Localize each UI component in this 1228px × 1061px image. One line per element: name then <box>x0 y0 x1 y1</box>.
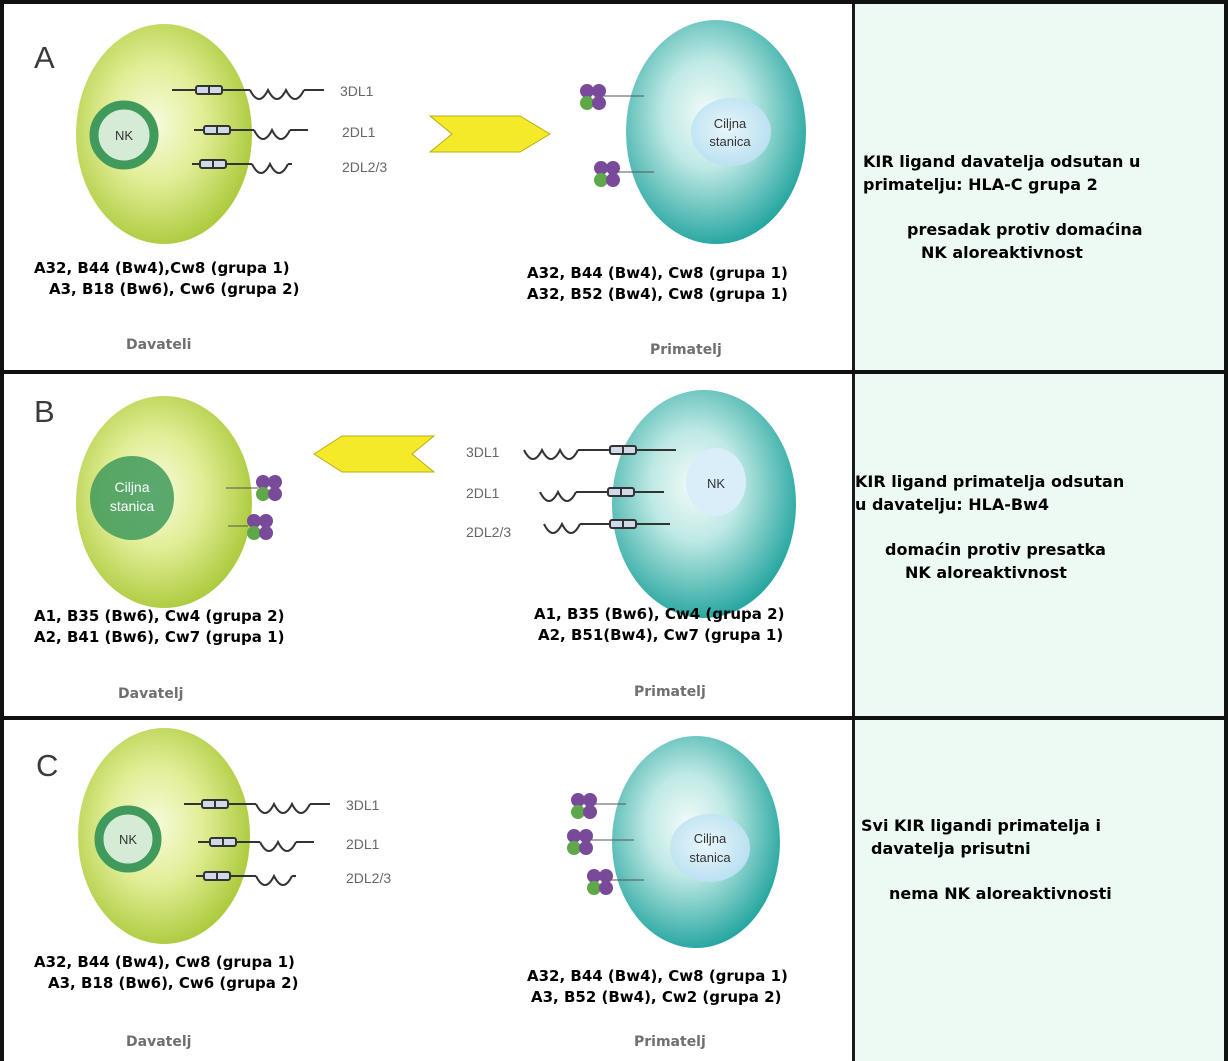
hla-line: A3, B52 (Bw4), Cw2 (grupa 2) <box>531 988 782 1006</box>
panel-a: A <box>0 4 1228 370</box>
desc-line: davatelja prisutni <box>871 839 1031 858</box>
panel-b: B Ciljna stanica <box>0 374 1228 716</box>
nk-nucleus-icon <box>94 805 162 873</box>
nk-nucleus-icon <box>89 100 159 170</box>
kir-label: 3DL1 <box>340 83 374 99</box>
desc-line: Svi KIR ligandi primatelja i <box>861 816 1101 835</box>
target-label: Ciljna <box>714 116 747 131</box>
arrow-right-icon <box>428 115 551 153</box>
desc-line: primatelju: HLA-C grupa 2 <box>863 175 1098 194</box>
hla-line: A3, B18 (Bw6), Cw6 (grupa 2) <box>48 974 299 992</box>
hla-line: A32, B52 (Bw4), Cw8 (grupa 1) <box>527 285 788 303</box>
recipient-role-label: Primatelj <box>634 1034 706 1050</box>
desc-line: KIR ligand davatelja odsutan u <box>863 152 1141 171</box>
hla-line: A2, B41 (Bw6), Cw7 (grupa 1) <box>34 628 285 646</box>
arrow-left-icon <box>313 435 436 473</box>
recipient-hla-typing: A1, B35 (Bw6), Cw4 (grupa 2) A2, B51(Bw4… <box>534 604 784 646</box>
recipient-hla-typing: A32, B44 (Bw4), Cw8 (grupa 1) A3, B52 (B… <box>527 966 788 1008</box>
hla-ligand-icon <box>580 84 644 110</box>
panel-a-description: KIR ligand davatelja odsutan u primatelj… <box>852 4 1227 370</box>
nk-cell-icon <box>78 728 250 944</box>
recipient-role-label: Primatelj <box>650 342 722 358</box>
donor-role-label: Davateli <box>126 337 192 353</box>
target-nucleus-icon <box>90 456 174 540</box>
desc-line: presadak protiv domaćina <box>907 220 1143 239</box>
border-right <box>1224 0 1228 1061</box>
hla-line: A32, B44 (Bw4), Cw8 (grupa 1) <box>527 967 788 985</box>
desc-line: u davatelju: HLA-Bw4 <box>855 495 1049 514</box>
donor-hla-typing: A32, B44 (Bw4), Cw8 (grupa 1) A3, B18 (B… <box>34 952 298 994</box>
nk-cell-icon <box>76 24 252 244</box>
donor-role-label: Davatelj <box>126 1034 192 1050</box>
hla-ligand-icon <box>594 161 654 187</box>
target-label: stanica <box>709 134 751 149</box>
panel-b-cells: Ciljna stanica NK <box>76 390 796 618</box>
divider <box>0 716 1228 720</box>
panel-a-desc-text: KIR ligand davatelja odsutan u primatelj… <box>863 150 1143 264</box>
panel-c-desc-text: Svi KIR ligandi primatelja i davatelja p… <box>861 814 1112 905</box>
donor-hla-typing: A32, B44 (Bw4),Cw8 (grupa 1) A3, B18 (Bw… <box>34 258 299 300</box>
desc-line: nema NK aloreaktivnosti <box>889 884 1112 903</box>
panel-b-letter: B <box>34 394 55 429</box>
hla-ligand-icon <box>587 869 644 895</box>
panel-b-description: KIR ligand primatelja odsutan u davatelj… <box>852 374 1227 716</box>
kir-label: 2DL1 <box>342 124 376 140</box>
recipient-role-label: Primatelj <box>634 684 706 700</box>
donor-hla-typing: A1, B35 (Bw6), Cw4 (grupa 2) A2, B41 (Bw… <box>34 606 284 648</box>
nk-label: NK <box>707 476 725 491</box>
panel-c-letter: C <box>36 748 59 783</box>
kir-label: 2DL1 <box>466 485 500 501</box>
hla-line: A32, B44 (Bw4), Cw8 (grupa 1) <box>34 953 295 971</box>
hla-ligand-icon <box>571 793 626 819</box>
panel-a-letter: A <box>34 40 55 75</box>
target-label: stanica <box>689 850 731 865</box>
desc-line: domaćin protiv presatka <box>885 540 1106 559</box>
panel-c-diagram: C NK 3DL1 <box>4 720 852 1061</box>
kir-receptors <box>184 799 330 886</box>
panel-a-cells: NK 3DL1 2DL1 2DL2 <box>76 20 806 244</box>
hla-line: A32, B44 (Bw4), Cw8 (grupa 1) <box>527 264 788 282</box>
hla-ligand-icon <box>567 829 634 855</box>
hla-line: A3, B18 (Bw6), Cw6 (grupa 2) <box>49 280 300 298</box>
nk-label: NK <box>115 128 133 143</box>
kir-label: 2DL2/3 <box>466 524 511 540</box>
hla-line: A1, B35 (Bw6), Cw4 (grupa 2) <box>534 605 785 623</box>
hla-line: A2, B51(Bw4), Cw7 (grupa 1) <box>538 626 784 644</box>
panel-a-diagram: A <box>4 4 852 370</box>
border-left <box>0 0 4 1061</box>
kir-label: 2DL1 <box>346 836 380 852</box>
recipient-hla-typing: A32, B44 (Bw4), Cw8 (grupa 1) A32, B52 (… <box>527 263 788 305</box>
target-nucleus-icon <box>691 98 771 166</box>
target-label: Ciljna <box>114 479 149 495</box>
hla-line: A32, B44 (Bw4),Cw8 (grupa 1) <box>34 259 290 277</box>
panel-b-desc-text: KIR ligand primatelja odsutan u davatelj… <box>855 470 1124 584</box>
kir-label: 3DL1 <box>346 797 380 813</box>
donor-role-label: Davatelj <box>118 686 184 702</box>
kir-label: 3DL1 <box>466 444 500 460</box>
nk-nucleus-icon <box>686 448 746 516</box>
target-label: Ciljna <box>694 831 727 846</box>
panel-c-cells: NK 3DL1 2DL1 2DL2/3 <box>78 728 780 948</box>
panel-c-description: Svi KIR ligandi primatelja i davatelja p… <box>852 720 1227 1061</box>
target-label: stanica <box>110 498 155 514</box>
divider <box>0 370 1228 374</box>
hla-line: A1, B35 (Bw6), Cw4 (grupa 2) <box>34 607 285 625</box>
desc-line: NK aloreaktivnost <box>905 563 1067 582</box>
border-top <box>0 0 1228 4</box>
kir-label: 2DL2/3 <box>342 159 387 175</box>
panel-b-diagram: B Ciljna stanica <box>4 374 852 716</box>
kir-receptors <box>523 445 676 534</box>
hla-ligand-icon <box>226 475 282 501</box>
target-nucleus-icon <box>670 814 750 882</box>
kir-label: 2DL2/3 <box>346 870 391 886</box>
panel-c: C NK 3DL1 <box>0 720 1228 1061</box>
desc-line: NK aloreaktivnost <box>921 243 1083 262</box>
hla-ligand-icon <box>228 514 273 540</box>
desc-line: KIR ligand primatelja odsutan <box>855 472 1125 491</box>
kir-receptors <box>172 85 324 174</box>
nk-label: NK <box>119 832 137 847</box>
